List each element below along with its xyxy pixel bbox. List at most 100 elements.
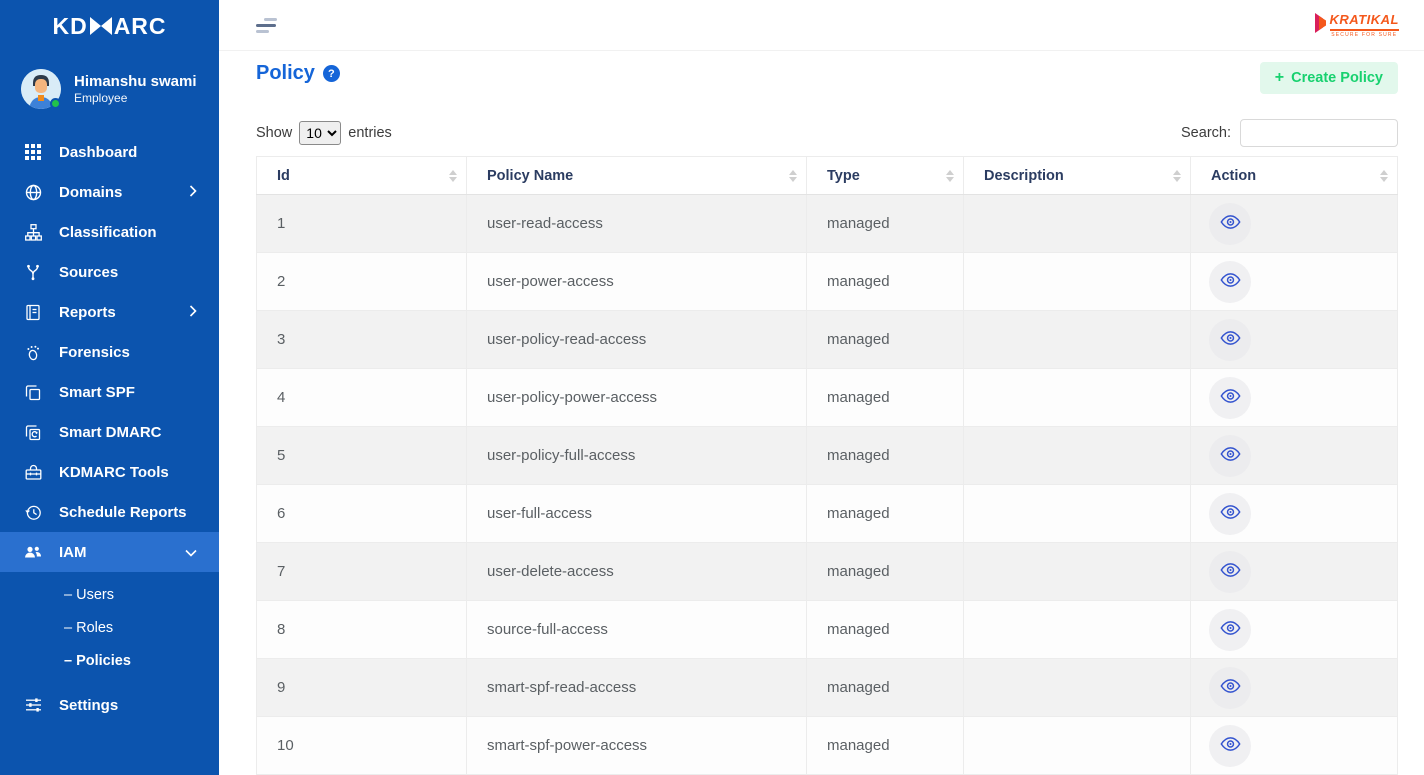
user-profile[interactable]: Himanshu swami Employee <box>0 52 219 117</box>
page-size-control: Show 10 entries <box>256 121 392 145</box>
sidebar-item-label: Smart SPF <box>59 383 135 401</box>
cell-name: smart-spf-power-access <box>466 716 807 775</box>
cell-description <box>963 426 1191 485</box>
cell-name: user-full-access <box>466 484 807 543</box>
cell-id: 9 <box>256 658 467 717</box>
page-title: Policy ? <box>256 62 340 85</box>
eye-icon <box>1219 330 1241 349</box>
sidebar-item-domains[interactable]: Domains <box>0 172 219 212</box>
eye-icon <box>1219 504 1241 523</box>
sort-icon <box>789 169 797 182</box>
eye-icon <box>1219 214 1241 233</box>
sidebar-subitem-users[interactable]: – Users <box>0 578 219 611</box>
chevron-right-icon <box>189 304 197 321</box>
sidebar-item-smart-dmarc[interactable]: Smart DMARC <box>0 412 219 452</box>
view-policy-button[interactable] <box>1209 260 1251 303</box>
sidebar-item-iam[interactable]: IAM <box>0 532 219 572</box>
branch-icon <box>24 263 42 281</box>
kratikal-logo[interactable]: KRATIKAL SECURE FOR SURE <box>1314 11 1399 40</box>
kratikal-mark-icon <box>1314 11 1327 40</box>
sidebar-item-settings[interactable]: Settings <box>0 685 219 725</box>
column-header-id[interactable]: Id <box>256 156 467 195</box>
show-label: Show <box>256 125 293 141</box>
sitemap-icon <box>24 223 42 241</box>
table-header-row: Id Policy Name Type Description Action <box>256 156 1398 195</box>
search-control: Search: <box>1181 119 1398 147</box>
cell-name: user-power-access <box>466 252 807 311</box>
history-clock-icon <box>24 503 42 521</box>
sidebar-item-reports[interactable]: Reports <box>0 292 219 332</box>
view-policy-button[interactable] <box>1209 318 1251 361</box>
cell-action <box>1190 368 1398 427</box>
view-policy-button[interactable] <box>1209 550 1251 593</box>
sidebar-item-label: Domains <box>59 183 123 201</box>
sidebar-item-label: Dashboard <box>59 143 138 161</box>
cell-type: managed <box>806 252 964 311</box>
cell-name: source-full-access <box>466 600 807 659</box>
sidebar-nav: Dashboard Domains Classification <box>0 132 219 725</box>
cell-name: user-policy-read-access <box>466 310 807 369</box>
cell-id: 5 <box>256 426 467 485</box>
view-policy-button[interactable] <box>1209 492 1251 535</box>
table-body: 1 user-read-access managed 2 user-power-acce… <box>256 194 1398 775</box>
cell-name: user-delete-access <box>466 542 807 601</box>
eye-icon <box>1219 272 1241 291</box>
column-header-description[interactable]: Description <box>963 156 1191 195</box>
sidebar-subitem-roles[interactable]: – Roles <box>0 611 219 644</box>
sidebar-item-classification[interactable]: Classification <box>0 212 219 252</box>
kdmarc-logo[interactable]: KD ARC <box>0 0 219 52</box>
cell-id: 3 <box>256 310 467 369</box>
online-status-dot <box>50 98 61 109</box>
cell-id: 7 <box>256 542 467 601</box>
sort-icon <box>1380 169 1388 182</box>
cell-name: user-policy-power-access <box>466 368 807 427</box>
column-header-action[interactable]: Action <box>1190 156 1398 195</box>
iam-submenu: – Users – Roles – Policies <box>0 572 219 679</box>
footprint-icon <box>24 343 42 361</box>
cell-name: smart-spf-read-access <box>466 658 807 717</box>
sidebar-item-label: Schedule Reports <box>59 503 187 521</box>
sidebar-subitem-policies[interactable]: – Policies <box>0 644 219 677</box>
sidebar-item-sources[interactable]: Sources <box>0 252 219 292</box>
create-policy-button[interactable]: + Create Policy <box>1259 62 1398 94</box>
plus-icon: + <box>1274 69 1285 86</box>
cell-type: managed <box>806 484 964 543</box>
cell-type: managed <box>806 426 964 485</box>
cell-description <box>963 194 1191 253</box>
eye-icon <box>1219 620 1241 639</box>
user-role: Employee <box>74 91 128 106</box>
sidebar-item-schedule-reports[interactable]: Schedule Reports <box>0 492 219 532</box>
view-policy-button[interactable] <box>1209 724 1251 767</box>
page-size-select[interactable]: 10 <box>299 121 342 145</box>
sidebar-item-kdmarc-tools[interactable]: KDMARC Tools <box>0 452 219 492</box>
chevron-down-icon <box>185 544 197 561</box>
column-header-policy-name[interactable]: Policy Name <box>466 156 807 195</box>
policies-table: Id Policy Name Type Description Action 1… <box>256 156 1398 775</box>
cell-action <box>1190 600 1398 659</box>
chevron-right-icon <box>189 184 197 201</box>
main-area: KRATIKAL SECURE FOR SURE Policy ? + Crea… <box>219 0 1424 775</box>
eye-icon <box>1219 388 1241 407</box>
view-policy-button[interactable] <box>1209 202 1251 245</box>
sidebar-item-forensics[interactable]: Forensics <box>0 332 219 372</box>
help-icon[interactable]: ? <box>322 65 340 82</box>
hamburger-menu-icon[interactable] <box>256 17 278 33</box>
table-row: 3 user-policy-read-access managed <box>256 310 1398 369</box>
globe-icon <box>24 183 42 201</box>
entries-label: entries <box>348 125 392 141</box>
view-policy-button[interactable] <box>1209 376 1251 419</box>
sidebar-item-smart-spf[interactable]: Smart SPF <box>0 372 219 412</box>
cell-id: 2 <box>256 252 467 311</box>
content: Policy ? + Create Policy Show 10 entries <box>219 51 1424 775</box>
view-policy-button[interactable] <box>1209 608 1251 651</box>
logo-text-left: KD <box>52 12 88 39</box>
view-policy-button[interactable] <box>1209 666 1251 709</box>
view-policy-button[interactable] <box>1209 434 1251 477</box>
search-input[interactable] <box>1240 119 1398 147</box>
eye-icon <box>1219 562 1241 581</box>
sidebar-item-dashboard[interactable]: Dashboard <box>0 132 219 172</box>
column-header-type[interactable]: Type <box>806 156 964 195</box>
cell-description <box>963 716 1191 775</box>
sort-icon <box>1173 169 1181 182</box>
eye-icon <box>1219 736 1241 755</box>
